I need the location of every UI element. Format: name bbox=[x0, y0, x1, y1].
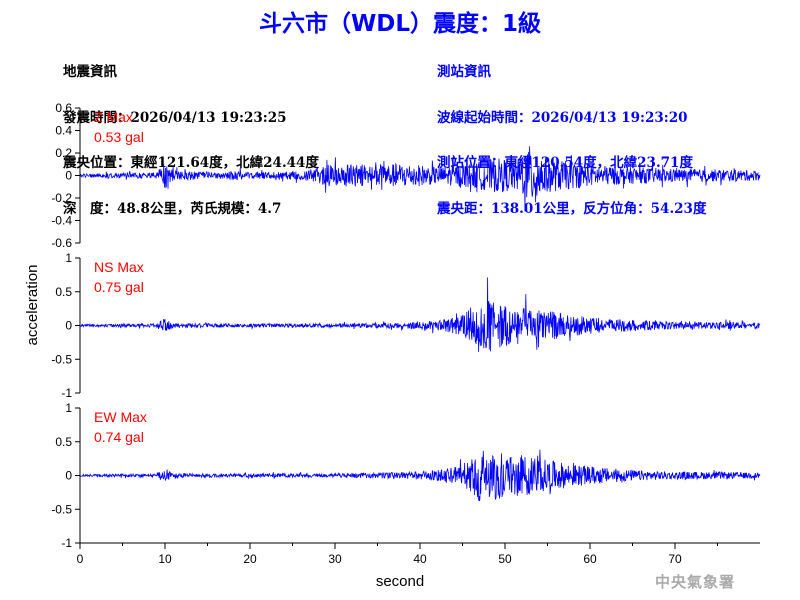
waveform-trace-ns bbox=[79, 277, 761, 352]
waveform-start-time: 波線起始時間：2026/04/13 19:23:20 bbox=[437, 109, 688, 126]
y-tick-label: 0 bbox=[65, 319, 72, 333]
y-axis-title: acceleration bbox=[24, 265, 41, 346]
max-label-title: Z Max bbox=[94, 109, 133, 125]
y-tick-label: 1 bbox=[65, 251, 72, 265]
earthquake-info-block: 地震資訊 發震時間：2026/04/13 19:23:25 震央位置：東經121… bbox=[63, 35, 319, 232]
max-value-label: 0.53 gal bbox=[94, 129, 144, 145]
y-tick-label: -0.5 bbox=[51, 502, 72, 516]
y-tick-label: -0.4 bbox=[51, 214, 72, 228]
max-label-title: EW Max bbox=[94, 409, 147, 425]
origin-time: 發震時間：2026/04/13 19:23:25 bbox=[63, 109, 287, 126]
y-tick-label: -0.5 bbox=[51, 352, 72, 366]
earthquake-info-heading: 地震資訊 bbox=[63, 64, 117, 80]
x-tick-label: 70 bbox=[668, 552, 682, 566]
x-tick-label: 50 bbox=[498, 552, 512, 566]
x-tick-label: 20 bbox=[243, 552, 257, 566]
max-value-label: 0.75 gal bbox=[94, 279, 144, 295]
agency-credit: 中央氣象署 bbox=[655, 573, 736, 591]
y-tick-label: 0.5 bbox=[55, 435, 72, 449]
y-tick-label: 0.2 bbox=[55, 146, 72, 160]
x-tick-label: 10 bbox=[158, 552, 172, 566]
waveform-trace-z bbox=[79, 146, 761, 212]
y-tick-label: 0.4 bbox=[55, 124, 72, 138]
y-tick-label: -0.6 bbox=[51, 236, 72, 250]
waveform-trace-ew bbox=[79, 449, 761, 502]
y-tick-label: -1 bbox=[61, 536, 72, 550]
x-tick-label: 0 bbox=[77, 552, 84, 566]
epicentral-distance: 震央距：138.01公里，反方位角：54.23度 bbox=[437, 200, 707, 217]
y-tick-label: -0.2 bbox=[51, 191, 72, 205]
y-tick-label: 0 bbox=[65, 169, 72, 183]
page-title: 斗六市（WDL）震度：1級 bbox=[0, 4, 800, 38]
x-tick-label: 60 bbox=[583, 552, 597, 566]
y-tick-label: 1 bbox=[65, 401, 72, 415]
y-tick-label: 0.5 bbox=[55, 285, 72, 299]
depth-magnitude: 深 度：48.8公里，芮氏規模：4.7 bbox=[63, 200, 282, 217]
max-value-label: 0.74 gal bbox=[94, 429, 144, 445]
epicenter-location: 震央位置：東經121.64度，北緯24.44度 bbox=[63, 155, 319, 171]
y-tick-label: -1 bbox=[61, 386, 72, 400]
title-text: 斗六市（WDL）震度：1級 bbox=[258, 11, 542, 37]
x-axis-title: second bbox=[376, 573, 424, 590]
x-tick-label: 30 bbox=[328, 552, 342, 566]
y-tick-label: 0.6 bbox=[55, 101, 72, 115]
x-tick-label: 40 bbox=[413, 552, 427, 566]
max-label-title: NS Max bbox=[94, 259, 144, 275]
y-tick-label: 0 bbox=[65, 469, 72, 483]
station-info-heading: 測站資訊 bbox=[437, 64, 491, 80]
